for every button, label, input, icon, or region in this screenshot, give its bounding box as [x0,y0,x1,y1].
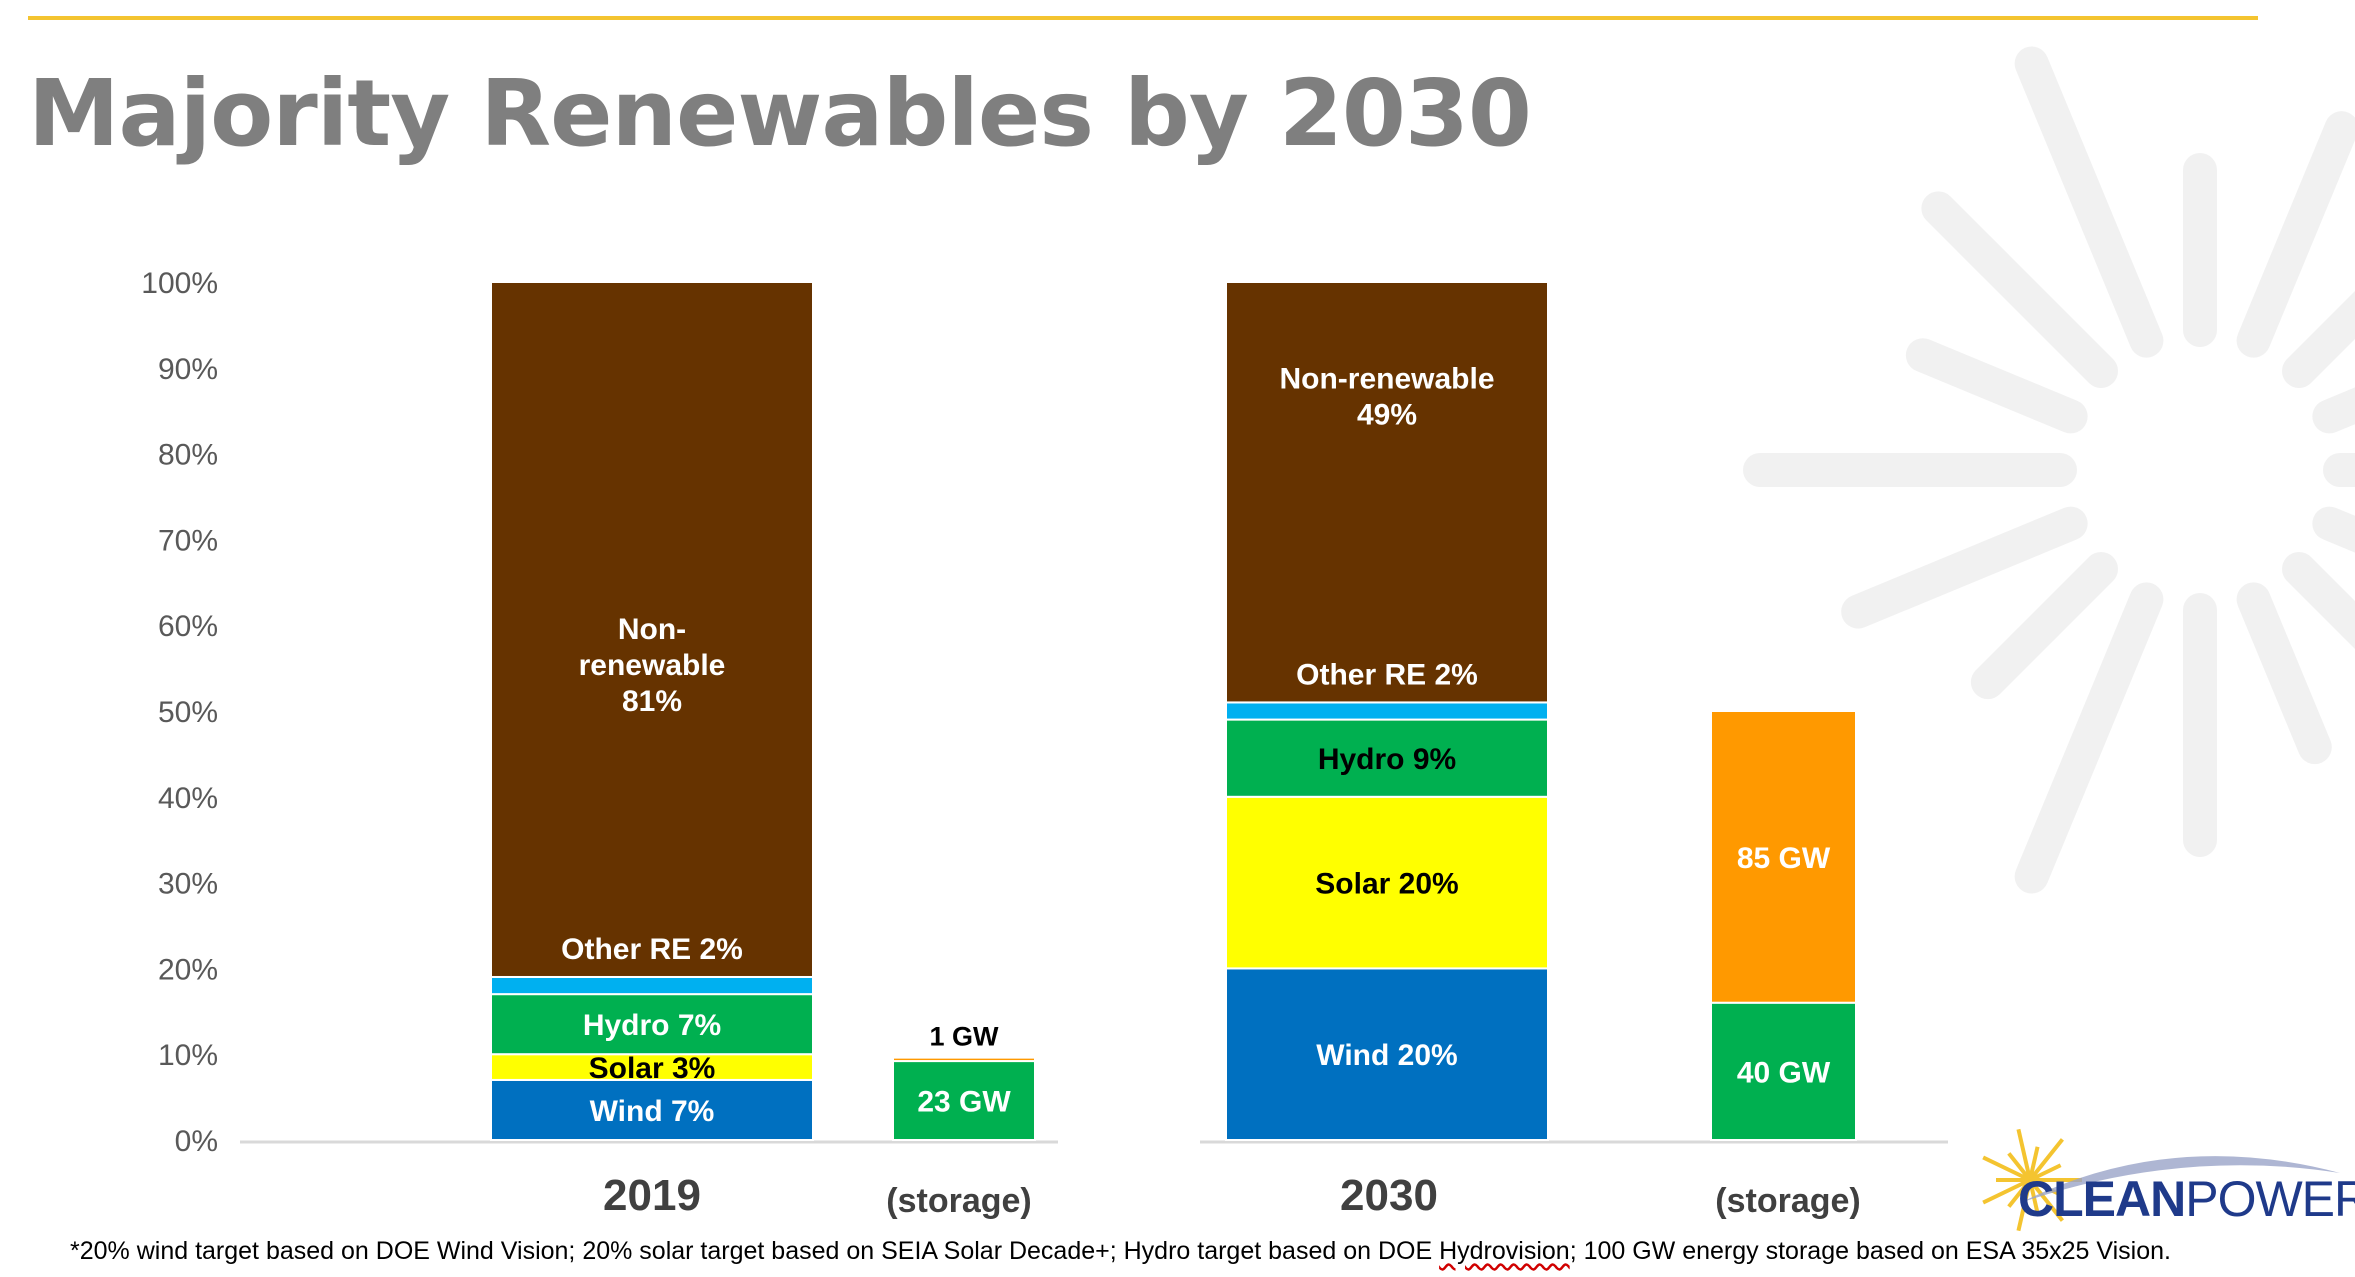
sun-ray [2028,1138,2064,1182]
data-label-hydro: Hydro 9% [1318,743,1456,776]
storage-data-label: 85 GW [1737,842,1831,875]
background-sunburst-decoration [1743,46,2355,894]
top-accent-rule [28,16,2258,20]
decoration-ray [2281,290,2355,389]
footnote-text-2: ; 100 GW energy storage based on ESA 35x… [1569,1237,2171,1265]
sun-ray [2007,1152,2032,1182]
footnote-text-1: *20% wind target based on DOE Wind Visio… [70,1237,1440,1265]
logo-word-clean: CLEAN [2018,1171,2186,1227]
bar-segment-hydro [490,993,814,1056]
y-tick-label: 10% [158,1039,218,1072]
sun-ray [2029,1178,2062,1197]
storage-bar-segment [892,1056,1036,1063]
sun-ray [1982,1178,2031,1205]
storage-category-label: (storage) [1715,1182,1860,1220]
page-title: Majority Renewables by 2030 [28,60,1532,167]
bar-segment-non-renewable [490,281,814,978]
sun-icon [1982,1128,2340,1232]
data-label-other-re: Other RE 2% [1296,658,1478,691]
bar-segment-solar [1225,795,1549,970]
y-tick-label: 80% [158,439,218,472]
decoration-ray [2014,46,2164,358]
footnote-text-hydrovision: Hydrovision [1439,1237,1570,1265]
storage-data-label: 1 GW [929,1022,999,1052]
data-label-hydro: Hydro 7% [583,1009,721,1042]
data-label-non-renewable: Non- [618,613,686,646]
sun-ray [2029,1163,2062,1182]
storage-category-label: (storage) [886,1182,1031,1220]
sun-ray [2016,1128,2032,1181]
y-tick-label: 50% [158,696,218,729]
bar-segment-wind [490,1078,814,1141]
decoration-ray [2281,551,2355,650]
storage-bar-segment [892,1060,1036,1141]
decoration-ray [1921,191,2119,389]
storage-data-label: 23 GW [917,1086,1011,1119]
data-label-solar: Solar 3% [589,1052,716,1085]
y-tick-label: 70% [158,524,218,557]
bar-segment-other-re [1225,701,1549,721]
logo-wordmark: CLEANPOWER [2018,1170,2355,1228]
y-tick-label: 20% [158,953,218,986]
y-tick-label: 30% [158,868,218,901]
data-label-wind: Wind 7% [590,1095,715,1128]
data-label-wind: Wind 20% [1316,1039,1457,1072]
decoration-ray [1841,506,2088,629]
decoration-ray [2312,387,2355,434]
logo-swoosh [2020,1156,2340,1203]
data-label-non-renewable: renewable [579,649,726,682]
data-label-solar: Solar 20% [1315,868,1458,901]
y-tick-label: 90% [158,353,218,386]
bar-segment-wind [1225,967,1549,1142]
sun-ray [1982,1155,2031,1182]
x-category-label: 2030 [1340,1171,1438,1220]
y-tick-label: 0% [175,1125,218,1158]
data-label-non-renewable: Non-renewable [1279,363,1494,396]
data-label-non-renewable: 81% [622,685,682,718]
y-tick-label: 100% [141,267,218,300]
bar-segment-other-re [490,975,814,996]
decoration-ray [1905,338,2088,434]
logo-word-power: POWER [2185,1171,2355,1227]
data-label-other-re: Other RE 2% [561,933,743,966]
bar-segment-hydro [1225,718,1549,798]
bar-segment-non-renewable [1225,281,1549,704]
decoration-ray [2236,111,2355,358]
bar-segment-solar [490,1053,814,1081]
sun-ray [2028,1146,2040,1181]
cleanpower-logo [1982,1128,2340,1232]
sun-ray [2007,1178,2032,1208]
decoration-ray [1970,551,2119,700]
decoration-ray [2236,582,2332,765]
y-tick-label: 40% [158,782,218,815]
footnote: *20% wind target based on DOE Wind Visio… [70,1237,2171,1266]
data-label-non-renewable: 49% [1357,399,1417,432]
storage-bar-segment [1710,1001,1857,1141]
sun-ray [2028,1178,2064,1222]
storage-data-label: 40 GW [1737,1056,1831,1089]
x-category-label: 2019 [603,1171,701,1220]
decoration-ray [2014,582,2164,894]
storage-bar-segment [1710,710,1857,1004]
y-tick-label: 60% [158,610,218,643]
sun-ray [2016,1179,2032,1232]
